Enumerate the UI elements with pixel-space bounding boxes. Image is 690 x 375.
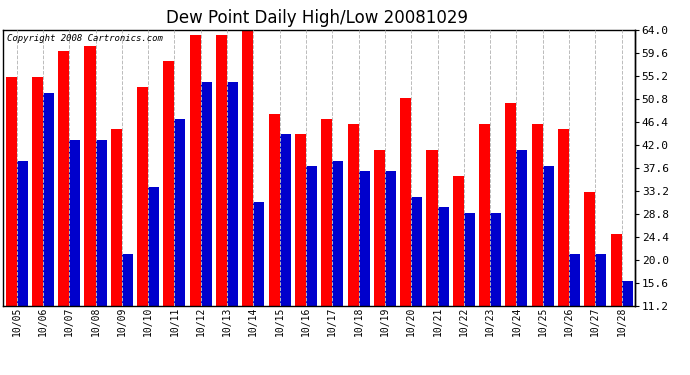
Bar xyxy=(148,187,159,306)
Bar xyxy=(175,119,186,306)
Bar xyxy=(306,166,317,306)
Bar xyxy=(558,129,569,306)
Bar xyxy=(242,30,253,306)
Bar xyxy=(374,150,385,306)
Bar xyxy=(505,103,516,306)
Bar xyxy=(6,77,17,306)
Text: Dew Point Daily High/Low 20081029: Dew Point Daily High/Low 20081029 xyxy=(166,9,469,27)
Bar xyxy=(295,134,306,306)
Bar xyxy=(111,129,122,306)
Bar xyxy=(464,213,475,306)
Bar xyxy=(611,234,622,306)
Text: Copyright 2008 Cartronics.com: Copyright 2008 Cartronics.com xyxy=(7,34,162,43)
Bar xyxy=(137,87,148,306)
Bar xyxy=(268,114,279,306)
Bar xyxy=(622,280,633,306)
Bar xyxy=(84,46,95,306)
Bar xyxy=(227,82,238,306)
Bar xyxy=(58,51,69,306)
Bar xyxy=(95,140,106,306)
Bar xyxy=(584,192,595,306)
Bar xyxy=(453,176,464,306)
Bar xyxy=(400,98,411,306)
Bar xyxy=(516,150,527,306)
Bar xyxy=(322,119,333,306)
Bar xyxy=(569,255,580,306)
Bar xyxy=(216,35,227,306)
Bar xyxy=(532,124,543,306)
Bar xyxy=(359,171,370,306)
Bar xyxy=(437,207,448,306)
Bar xyxy=(32,77,43,306)
Bar xyxy=(333,160,344,306)
Bar xyxy=(279,134,290,306)
Bar xyxy=(348,124,359,306)
Bar xyxy=(190,35,201,306)
Bar xyxy=(426,150,437,306)
Bar xyxy=(69,140,80,306)
Bar xyxy=(164,62,175,306)
Bar xyxy=(543,166,554,306)
Bar xyxy=(201,82,212,306)
Bar xyxy=(253,202,264,306)
Bar xyxy=(122,255,133,306)
Bar xyxy=(490,213,501,306)
Bar xyxy=(595,255,607,306)
Bar xyxy=(385,171,396,306)
Bar xyxy=(411,197,422,306)
Bar xyxy=(479,124,490,306)
Bar xyxy=(43,93,54,306)
Bar xyxy=(17,160,28,306)
